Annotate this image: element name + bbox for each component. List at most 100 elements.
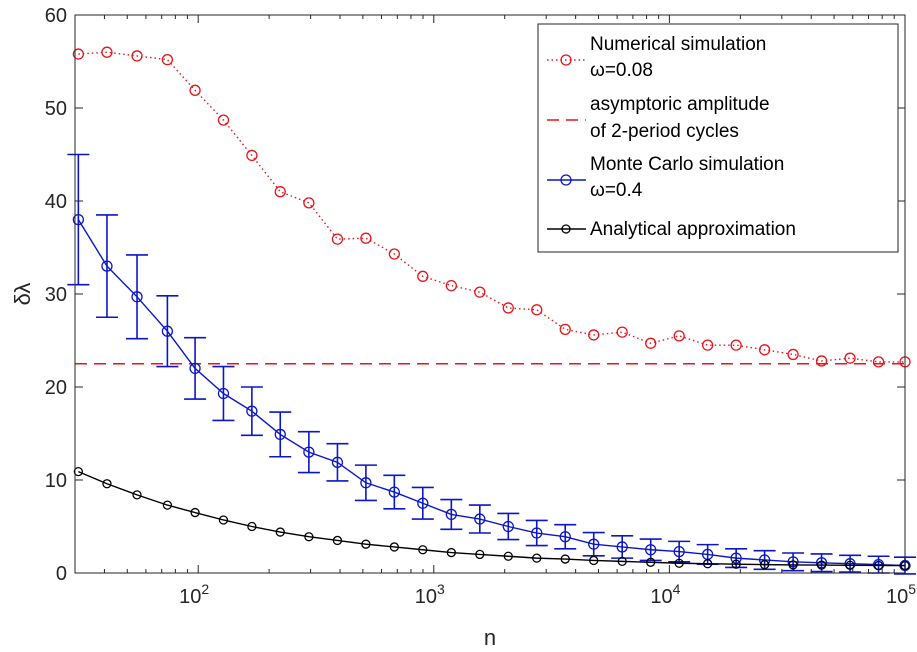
data-point	[360, 232, 372, 244]
data-point	[559, 531, 571, 543]
data-point	[844, 352, 856, 364]
series-layer	[67, 46, 916, 575]
data-point	[588, 329, 600, 341]
legend-label: Monte Carlo simulation	[590, 154, 784, 175]
legend-entry-3: Analytical approximation	[547, 219, 796, 240]
data-point	[131, 291, 143, 303]
data-point	[72, 213, 85, 226]
data-point	[532, 553, 542, 563]
data-point	[445, 279, 457, 292]
series-2	[67, 153, 916, 575]
data-point	[616, 541, 628, 553]
data-point	[274, 186, 286, 198]
data-point	[417, 270, 429, 282]
data-point	[161, 325, 174, 337]
data-point	[872, 356, 885, 368]
data-point	[246, 405, 258, 417]
data-point	[845, 560, 855, 570]
data-point	[388, 248, 400, 260]
legend-label-line2: of 2-period cycles	[590, 121, 739, 142]
data-point	[418, 545, 428, 555]
data-point	[588, 538, 600, 550]
data-point	[303, 197, 315, 209]
y-tick-label: 60	[45, 5, 67, 27]
data-point	[217, 387, 230, 400]
legend-label: Analytical approximation	[590, 219, 796, 240]
data-point	[816, 560, 827, 570]
data-point	[101, 260, 113, 272]
data-point	[815, 557, 828, 569]
data-point	[189, 362, 201, 375]
data-point	[502, 520, 514, 533]
legend-entries: Numerical simulation ω=0.08 asymptoric amp…	[547, 34, 796, 240]
legend-label: asymptoric amplitude	[590, 94, 770, 115]
data-point	[788, 560, 798, 570]
data-point	[646, 557, 656, 567]
data-point	[275, 527, 285, 537]
x-tick-label: 104	[650, 581, 680, 608]
data-point	[190, 507, 200, 518]
data-point	[72, 48, 85, 60]
y-tick-label: 30	[45, 284, 67, 306]
legend-label-line2: ω=0.08	[590, 60, 653, 81]
data-point	[673, 330, 685, 342]
data-point	[162, 500, 173, 510]
data-point	[247, 521, 257, 532]
legend-entry-2: Monte Carlo simulation ω=0.4	[547, 154, 784, 201]
data-point	[531, 304, 543, 316]
data-point	[274, 428, 286, 441]
data-point	[388, 486, 400, 498]
data-point	[474, 513, 486, 525]
data-point	[361, 539, 371, 549]
y-tick-label: 40	[45, 191, 67, 213]
data-point	[217, 114, 230, 126]
legend-marker	[561, 224, 571, 234]
data-point	[131, 50, 143, 62]
data-point	[701, 339, 714, 351]
data-point	[616, 326, 628, 338]
y-tick-label: 10	[45, 470, 67, 492]
data-point	[474, 286, 486, 298]
data-point	[502, 302, 514, 314]
x-tick-label: 105	[886, 581, 916, 608]
data-point	[731, 559, 741, 569]
data-point	[759, 559, 770, 570]
data-point	[332, 535, 343, 546]
data-point	[73, 466, 84, 477]
y-axis-title: δλ	[10, 283, 35, 306]
series-line	[78, 470, 906, 567]
legend-box	[537, 23, 899, 253]
legend-label-line2: ω=0.4	[590, 180, 643, 201]
x-axis-title: n	[484, 625, 496, 650]
data-point	[560, 554, 570, 564]
legend-label: Numerical simulation	[590, 34, 766, 55]
data-point	[304, 532, 314, 542]
data-point	[758, 344, 771, 356]
ticks-layer: 0 10 20 30 40 50 60 102 103 104 105	[45, 5, 916, 608]
data-point	[331, 456, 344, 468]
data-point	[445, 508, 457, 521]
data-point	[303, 446, 315, 458]
data-point	[417, 497, 429, 509]
data-point	[246, 149, 258, 162]
data-point	[559, 323, 571, 335]
legend: Numerical simulation ω=0.08 asymptoric amp…	[537, 23, 899, 253]
legend-marker	[560, 174, 572, 186]
data-point	[218, 515, 229, 525]
data-point	[674, 558, 684, 568]
data-point	[503, 551, 513, 561]
data-point	[873, 560, 884, 571]
series-3	[73, 466, 910, 571]
data-point	[787, 556, 799, 568]
data-point	[730, 339, 742, 351]
x-tick-label: 102	[179, 581, 209, 608]
legend-marker	[560, 54, 572, 66]
data-point	[389, 542, 399, 552]
data-point	[475, 549, 485, 560]
data-point	[102, 479, 112, 489]
legend-entry-0: Numerical simulation ω=0.08	[547, 34, 766, 81]
data-point	[702, 559, 713, 569]
legend-entry-1: asymptoric amplitude of 2-period cycles	[547, 94, 770, 142]
data-point	[101, 46, 113, 58]
